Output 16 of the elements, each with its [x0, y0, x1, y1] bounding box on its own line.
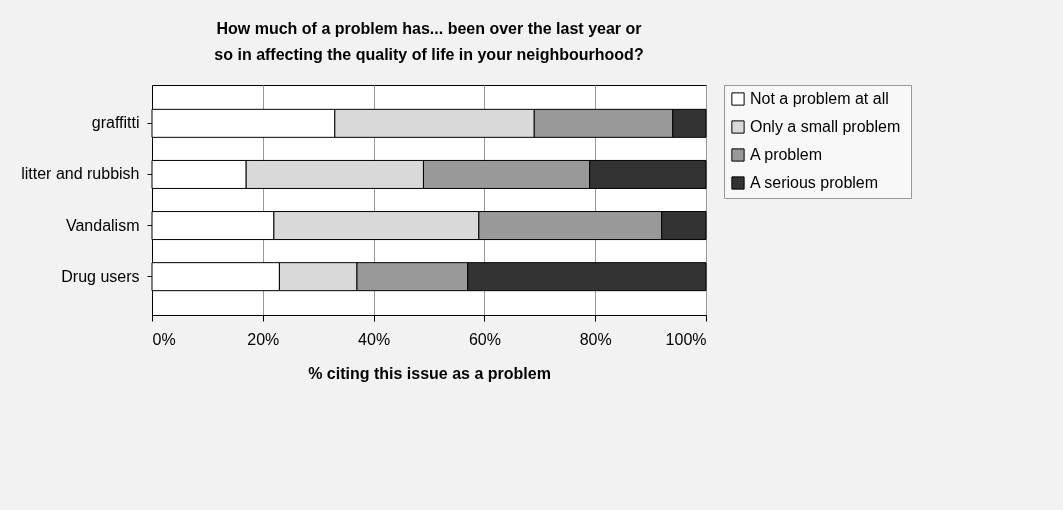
legend-label: Not a problem at all	[750, 90, 889, 107]
chart-title: How much of a problem has... been over the last year or so in affecting the quality of life in your neighbourhood?	[214, 19, 644, 63]
x-tick-label: 0%	[152, 330, 176, 348]
y-tick-label: Drug users	[61, 267, 140, 285]
x-tick-label: 60%	[468, 330, 501, 348]
legend-label: A serious problem	[750, 174, 879, 191]
x-tick-label: 100%	[665, 330, 707, 348]
x-tick-label: 40%	[358, 330, 391, 348]
x-axis-title: % citing this issue as a problem	[308, 364, 551, 382]
legend-label: Only a small problem	[750, 118, 901, 135]
legend-label: A problem	[750, 146, 823, 163]
y-tick-label: graffitti	[91, 114, 140, 132]
x-tick-label: 20%	[247, 330, 280, 348]
y-tick-label: litter and rubbish	[21, 165, 140, 183]
y-tick-label: Vandalism	[65, 216, 140, 234]
x-tick-label: 80%	[579, 330, 612, 348]
